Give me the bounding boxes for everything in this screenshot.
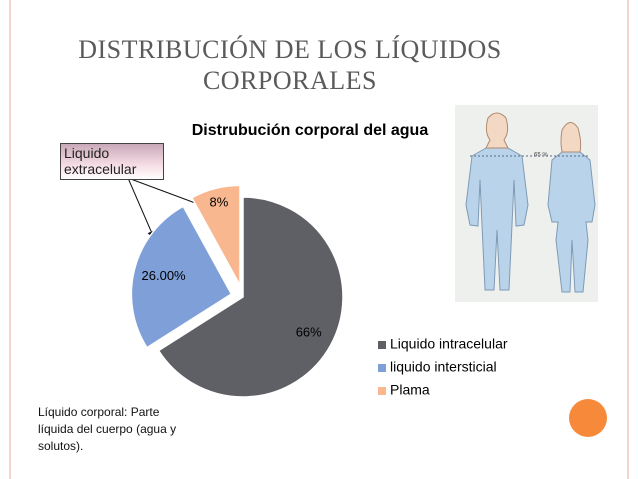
callout: Liquido extracelular: [60, 143, 164, 180]
pie-slice: [130, 205, 233, 349]
legend-swatch: [378, 387, 386, 395]
data-label: 26.00%: [142, 268, 187, 283]
data-label: 66%: [296, 325, 322, 340]
pie-slice: [190, 184, 241, 286]
legend-swatch: [378, 364, 386, 372]
slide-title: DISTRIBUCIÓN DE LOS LÍQUIDOS CORPORALES: [78, 35, 502, 95]
body-figure: 65 %: [455, 105, 598, 302]
note: Líquido corporal: Parte líquida del cuer…: [38, 405, 177, 453]
legend-label: liquido intersticial: [390, 359, 497, 375]
legend-label: Plama: [390, 382, 430, 398]
legend-swatch: [378, 341, 386, 349]
arrow: [127, 177, 207, 209]
pie-slice: [157, 196, 344, 398]
arrow: [127, 177, 155, 239]
chart-title: Distrubución corporal del agua: [192, 122, 429, 139]
legend-label: Liquido intracelular: [390, 336, 508, 352]
data-label: 8%: [209, 194, 228, 209]
figure-label: 65 %: [534, 153, 548, 159]
decor-circle: [569, 399, 607, 437]
